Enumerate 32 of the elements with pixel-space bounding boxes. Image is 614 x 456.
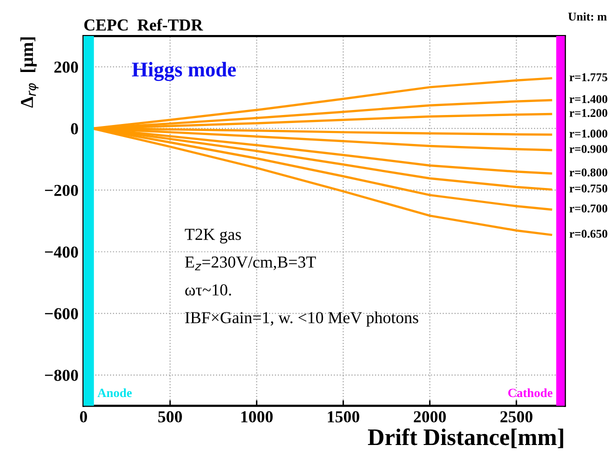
x-tick-label: 1500 xyxy=(328,411,360,422)
y-tick-label: −400 xyxy=(45,246,78,258)
y-tick-label: 0 xyxy=(70,123,78,134)
annotation: T2K gas xyxy=(184,228,241,244)
y-tick-label: −200 xyxy=(45,184,78,196)
series-label: r=1.400 xyxy=(570,95,608,104)
annotation: E$_{z}$=230V/cm,B=3T xyxy=(185,256,316,270)
text: Unit: m xyxy=(568,12,607,21)
series-label: r=0.700 xyxy=(570,204,608,213)
band-label: Cathode xyxy=(508,388,552,398)
y-tick-label: −800 xyxy=(45,370,78,381)
y-tick-label: −600 xyxy=(45,308,78,320)
annotation: IBF×Gain=1, w. <10 MeV photons xyxy=(185,312,418,327)
x-tick-label: 1000 xyxy=(241,411,273,422)
series-label: r=1.000 xyxy=(570,130,608,138)
band-label: Anode xyxy=(97,388,132,398)
series-label: r=0.900 xyxy=(570,145,608,154)
x-axis-title: Drift Distance[mm] xyxy=(368,428,564,448)
y-axis-title: Δ$_{rφ}$ [μm] xyxy=(20,37,38,108)
series-label: r=0.750 xyxy=(570,184,608,193)
x-tick-label: 2000 xyxy=(414,411,446,422)
annotation: Higgs mode xyxy=(132,62,236,81)
series-label: r=1.775 xyxy=(570,73,608,82)
chart-title: CEPC Ref-TDR xyxy=(84,18,204,31)
annotation: ωτ~10. xyxy=(185,284,232,296)
series-label: r=0.650 xyxy=(570,230,608,238)
series-label: r=1.200 xyxy=(570,108,608,117)
x-tick-label: 0 xyxy=(80,411,88,422)
x-tick-label: 500 xyxy=(158,411,182,422)
y-tick-label: 200 xyxy=(54,62,78,73)
x-tick-label: 2500 xyxy=(500,411,532,422)
series-label: r=0.800 xyxy=(570,168,608,176)
